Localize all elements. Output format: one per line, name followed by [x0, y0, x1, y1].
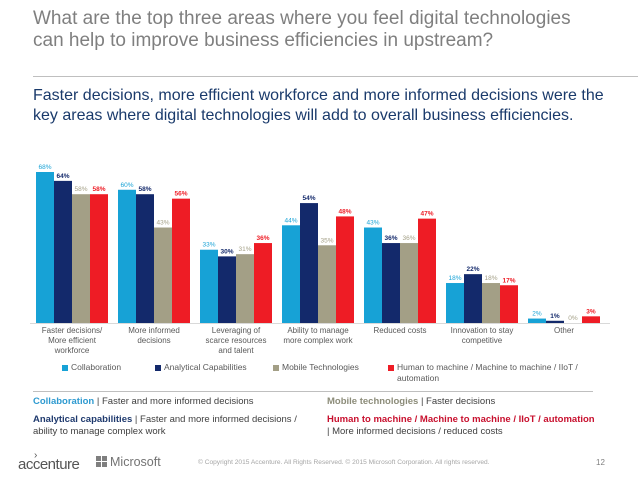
- bar: [382, 243, 400, 323]
- data-label: 48%: [338, 208, 351, 215]
- note-heading: Mobile technologies: [327, 396, 419, 407]
- legend-swatch: [388, 364, 394, 371]
- data-label: 1%: [550, 313, 560, 320]
- legend-item-mobile: Mobile Technologies: [273, 362, 359, 373]
- data-label: 31%: [238, 246, 251, 253]
- data-label: 35%: [320, 237, 333, 244]
- note-collaboration: Collaboration | Faster and more informed…: [33, 396, 303, 408]
- data-label: 18%: [448, 275, 461, 282]
- bar: [218, 256, 236, 323]
- legend-swatch: [155, 364, 161, 371]
- legend-item-collaboration: Collaboration: [62, 362, 121, 373]
- data-label: 36%: [256, 235, 269, 242]
- note-heading: Human to machine / Machine to machine / …: [327, 414, 595, 425]
- data-label: 43%: [156, 220, 169, 227]
- slide-subtitle: Faster decisions, more efficient workfor…: [33, 87, 604, 124]
- bar: [90, 194, 108, 323]
- bar: [72, 194, 90, 323]
- microsoft-logo-text: Microsoft: [110, 455, 161, 469]
- bar: [500, 285, 518, 323]
- bar: [254, 243, 272, 323]
- data-label: 58%: [92, 186, 105, 193]
- data-label: 44%: [284, 217, 297, 224]
- legend-swatch: [62, 364, 68, 371]
- bar: [300, 203, 318, 323]
- category-label: Faster decisions/More efficient workforce: [42, 326, 103, 355]
- data-label: 33%: [202, 242, 215, 249]
- bar: [154, 227, 172, 323]
- bar: [546, 320, 564, 323]
- category-label: Other: [554, 326, 574, 335]
- data-label: 60%: [120, 182, 133, 189]
- bar: [136, 194, 154, 323]
- bar: [464, 274, 482, 323]
- bar: [118, 189, 136, 323]
- note-text: | Faster decisions: [418, 396, 496, 407]
- data-label: 3%: [586, 308, 596, 315]
- bar: [172, 198, 190, 323]
- data-label: 56%: [174, 191, 187, 198]
- data-label: 54%: [302, 195, 315, 202]
- category-label: Ability to manage more complex work: [283, 326, 353, 345]
- bar: [200, 249, 218, 323]
- data-label: 58%: [138, 186, 151, 193]
- legend-item-analytical: Analytical Capabilities: [155, 362, 247, 373]
- notes-divider: [33, 391, 593, 392]
- data-label: 43%: [366, 220, 379, 227]
- bar: [446, 283, 464, 323]
- bar: [528, 318, 546, 323]
- page-number: 12: [596, 458, 605, 467]
- data-label: 17%: [502, 277, 515, 284]
- footer: accenture › Microsoft © Copyright 2015 A…: [0, 450, 638, 479]
- data-label: 64%: [56, 173, 69, 180]
- note-analytical: Analytical capabilities | Faster and mor…: [33, 414, 298, 438]
- legend-swatch: [273, 364, 279, 371]
- data-label: 68%: [38, 164, 51, 171]
- note-human-machine: Human to machine / Machine to machine / …: [327, 414, 597, 438]
- category-label: More informed decisions: [128, 326, 180, 345]
- bar: [582, 316, 600, 323]
- bar: [236, 254, 254, 323]
- data-label: 0%: [568, 315, 578, 322]
- note-heading: Analytical capabilities: [33, 414, 133, 425]
- note-text: | Faster and more informed decisions / a…: [33, 414, 297, 437]
- note-heading: Collaboration: [33, 396, 95, 407]
- category-label: Leveraging of scarce resources and talent: [206, 326, 267, 355]
- data-label: 2%: [532, 311, 542, 318]
- bar: [54, 180, 72, 323]
- bar: [418, 218, 436, 323]
- category-label: Reduced costs: [374, 326, 427, 335]
- data-label: 36%: [402, 235, 415, 242]
- microsoft-logo-icon: [96, 456, 107, 467]
- bar: [364, 227, 382, 323]
- accenture-logo: accenture: [18, 456, 80, 473]
- legend-item-human-machine: Human to machine / Machine to machine / …: [388, 362, 578, 384]
- legend-label: Mobile Technologies: [282, 362, 359, 372]
- data-label: 18%: [484, 275, 497, 282]
- bar: [318, 245, 336, 323]
- slide-title: What are the top three areas where you f…: [33, 8, 571, 51]
- data-label: 22%: [466, 266, 479, 273]
- note-text: | Faster and more informed decisions: [94, 396, 254, 407]
- copyright: © Copyright 2015 Accenture. All Rights R…: [198, 459, 490, 466]
- data-label: 36%: [384, 235, 397, 242]
- legend-label: Analytical Capabilities: [164, 362, 247, 372]
- data-label: 58%: [74, 186, 87, 193]
- bar: [336, 216, 354, 323]
- note-text: | More informed decisions / reduced cost…: [327, 426, 503, 437]
- accenture-mark-icon: ›: [34, 450, 38, 461]
- data-label: 30%: [220, 248, 233, 255]
- legend-label: Human to machine / Machine to machine / …: [397, 362, 578, 383]
- category-label: Innovation to stay competitive: [451, 326, 514, 345]
- data-label: 47%: [420, 211, 433, 218]
- bar: [400, 243, 418, 323]
- note-mobile: Mobile technologies | Faster decisions: [327, 396, 597, 408]
- legend-label: Collaboration: [71, 362, 122, 372]
- title-divider: [33, 76, 638, 77]
- bar: [282, 225, 300, 323]
- bar: [36, 172, 54, 323]
- bar: [482, 283, 500, 323]
